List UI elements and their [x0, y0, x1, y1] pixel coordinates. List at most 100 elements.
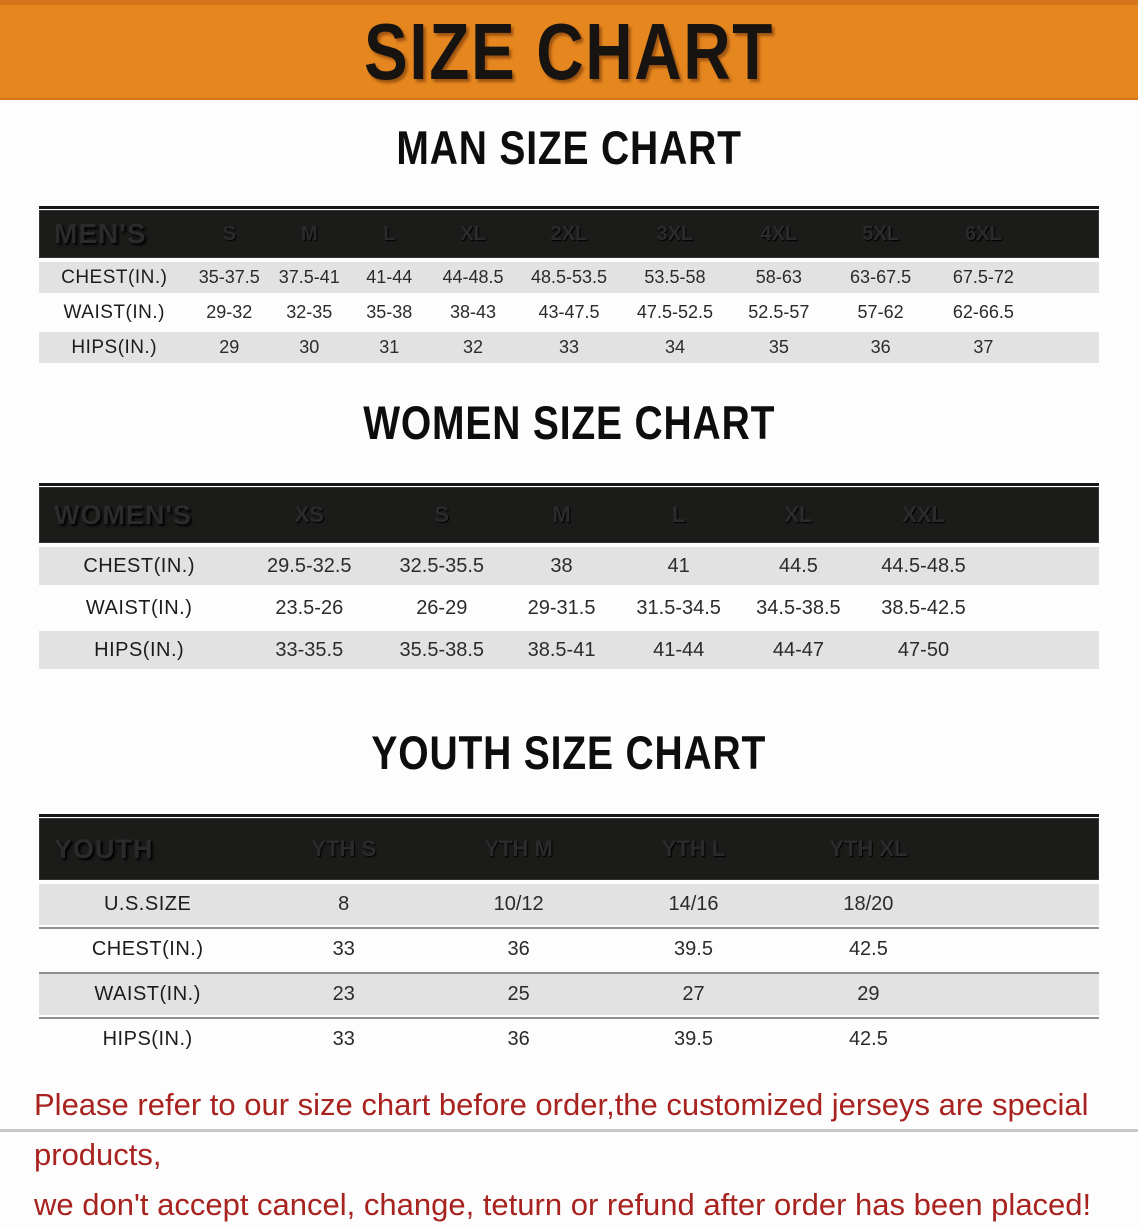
size-value: 44-47	[772, 638, 824, 661]
row-label: HIPS(IN.)	[94, 638, 185, 661]
size-value: 63-67.5	[850, 267, 912, 287]
size-value: 38.5-42.5	[881, 596, 966, 619]
man-section-heading: MAN SIZE CHART	[0, 120, 1138, 188]
size-value: 37.5-41	[278, 267, 340, 287]
size-value: 48.5-53.5	[530, 267, 607, 287]
size-value: 32-35	[286, 302, 333, 322]
size-value: 33-35.5	[275, 638, 344, 661]
size-value: 36	[507, 938, 530, 960]
women-section-heading: WOMEN SIZE CHART	[0, 395, 1138, 463]
size-column-header: L	[671, 502, 686, 527]
size-value: 35	[768, 337, 789, 357]
size-value: 44.5-48.5	[881, 554, 966, 577]
size-value: 26-29	[416, 596, 468, 619]
size-value: 29-32	[206, 302, 253, 322]
youth-section-heading: YOUTH SIZE CHART	[0, 725, 1138, 793]
table-row-chest: CHEST(IN.) 29.5-32.5 32.5-35.5 38 41 44.…	[39, 547, 1099, 585]
size-value: 32.5-35.5	[399, 554, 485, 577]
banner-title: SIZE CHART	[364, 6, 774, 96]
bottom-edge-strip	[0, 1129, 1138, 1132]
size-value: 14/16	[668, 893, 719, 915]
size-column-header: S	[434, 502, 450, 527]
row-label: CHEST(IN.)	[83, 554, 195, 577]
size-column-header: XS	[294, 502, 324, 527]
size-column-header: YTH L	[661, 836, 726, 861]
size-value: 34	[664, 337, 685, 357]
row-label: CHEST(IN.)	[61, 266, 168, 288]
size-value: 23	[332, 983, 355, 1005]
youth-section-heading-text: YOUTH SIZE CHART	[371, 726, 767, 779]
size-value: 44.5	[778, 554, 818, 577]
size-value: 47-50	[897, 638, 950, 661]
youth-size-table: YOUTH YTH S YTH M YTH L YTH XL U.S.SIZE …	[39, 814, 1099, 1060]
size-value: 8	[338, 893, 350, 915]
size-value: 36	[870, 337, 891, 357]
size-value: 31.5-34.5	[636, 596, 721, 619]
size-value: 52.5-57	[748, 302, 810, 322]
womens-table-header-row: WOMEN'S XS S M L XL XXL	[39, 487, 1099, 543]
size-value: 44-48.5	[442, 267, 504, 287]
size-value: 41-44	[653, 638, 705, 661]
size-column-header: YTH XL	[829, 836, 908, 861]
size-column-header: 5XL	[862, 222, 899, 245]
size-value: 10/12	[493, 893, 544, 915]
size-value: 23.5-26	[275, 596, 344, 619]
size-column-header: 6XL	[965, 222, 1002, 245]
row-label: WAIST(IN.)	[94, 983, 201, 1005]
size-column-header: L	[383, 222, 396, 245]
youth-table-header-row: YOUTH YTH S YTH M YTH L YTH XL	[39, 818, 1099, 880]
man-section-heading-text: MAN SIZE CHART	[396, 121, 742, 174]
size-value: 27	[682, 983, 705, 1005]
row-label: HIPS(IN.)	[71, 336, 158, 358]
size-value: 39.5	[674, 938, 713, 960]
size-column-header: YTH S	[311, 836, 377, 861]
size-value: 33	[332, 1028, 355, 1050]
size-value: 33	[558, 337, 579, 357]
size-column-header: 4XL	[760, 222, 798, 245]
row-label: U.S.SIZE	[103, 893, 192, 915]
size-value: 42.5	[848, 1028, 888, 1050]
size-value: 39.5	[674, 1028, 713, 1050]
mens-table-title: MEN'S	[54, 218, 147, 249]
size-value: 29-31.5	[527, 596, 596, 619]
table-row-us-size: U.S.SIZE 8 10/12 14/16 18/20	[39, 884, 1099, 925]
size-column-header: 2XL	[550, 222, 588, 245]
size-value: 67.5-72	[952, 267, 1014, 287]
size-column-header: XL	[784, 502, 813, 527]
size-column-header: S	[222, 222, 236, 245]
size-value: 34.5-38.5	[756, 596, 841, 619]
table-row-chest: CHEST(IN.) 33 36 39.5 42.5	[39, 927, 1099, 970]
size-value: 36	[507, 1028, 530, 1050]
order-disclaimer-note: Please refer to our size chart before or…	[0, 1080, 1138, 1230]
size-value: 31	[379, 337, 400, 357]
youth-table-title: YOUTH	[54, 833, 154, 864]
size-column-header: XL	[460, 222, 486, 245]
size-value: 32	[463, 337, 484, 357]
row-label: WAIST(IN.)	[63, 301, 165, 323]
size-value: 58-63	[755, 267, 802, 287]
size-value: 18/20	[843, 893, 894, 915]
size-column-header: M	[552, 502, 571, 527]
size-value: 42.5	[848, 938, 888, 960]
size-value: 41-44	[366, 267, 413, 287]
size-column-header: XXL	[902, 502, 945, 527]
size-column-header: 3XL	[656, 222, 694, 245]
mens-table-header-row: MEN'S S M L XL 2XL 3XL 4XL 5XL 6XL	[39, 210, 1099, 258]
table-row-hips: HIPS(IN.) 29 30 31 32 33 34 35 36 37	[39, 332, 1099, 363]
table-row-chest: CHEST(IN.) 35-37.5 37.5-41 41-44 44-48.5…	[39, 262, 1099, 293]
size-value: 29	[857, 983, 880, 1005]
size-chart-banner: SIZE CHART	[0, 0, 1138, 100]
womens-table-title: WOMEN'S	[54, 499, 192, 530]
size-value: 43-47.5	[538, 302, 600, 322]
size-value: 29	[219, 337, 240, 357]
row-label: CHEST(IN.)	[91, 938, 204, 960]
size-value: 30	[299, 337, 320, 357]
size-column-header: M	[300, 222, 318, 245]
mens-size-table: MEN'S S M L XL 2XL 3XL 4XL 5XL 6XL CHEST…	[39, 206, 1099, 363]
row-label: HIPS(IN.)	[102, 1028, 193, 1050]
size-value: 41	[667, 554, 690, 577]
table-row-hips: HIPS(IN.) 33-35.5 35.5-38.5 38.5-41 41-4…	[39, 631, 1099, 669]
size-value: 29.5-32.5	[267, 554, 352, 577]
table-row-waist: WAIST(IN.) 23 25 27 29	[39, 972, 1099, 1015]
size-value: 37	[973, 337, 994, 357]
